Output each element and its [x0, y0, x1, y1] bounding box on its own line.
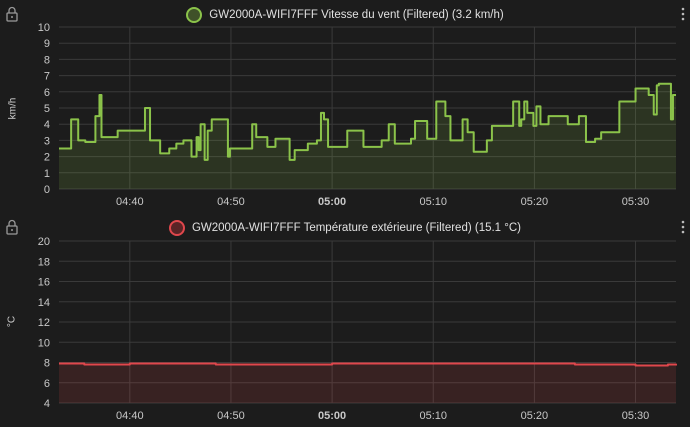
- x-tick-label: 05:10: [419, 196, 447, 208]
- x-tick-label: 05:30: [622, 410, 650, 422]
- x-tick-label: 05:00: [318, 410, 346, 422]
- lock-icon[interactable]: [5, 6, 19, 22]
- y-tick-label: 6: [44, 87, 50, 99]
- y-tick-label: 18: [38, 256, 50, 268]
- legend-label: GW2000A-WIFI7FFF Température extérieure …: [191, 222, 522, 234]
- series-line: [59, 362, 677, 367]
- series-area: [59, 363, 676, 403]
- more-menu-icon[interactable]: [680, 6, 686, 22]
- y-tick-label: 9: [44, 38, 50, 50]
- x-tick-label: 05:10: [419, 410, 447, 422]
- series-toggle-icon[interactable]: [186, 7, 203, 23]
- y-tick-label: 10: [38, 22, 50, 34]
- x-tick-label: 04:40: [116, 196, 144, 208]
- series-toggle-icon[interactable]: [168, 220, 185, 236]
- chart-legend[interactable]: GW2000A-WIFI7FFF Température extérieure …: [0, 219, 690, 237]
- y-tick-label: 5: [44, 103, 50, 115]
- y-tick-label: 8: [44, 358, 50, 370]
- x-tick-label: 05:00: [318, 196, 346, 208]
- lock-icon[interactable]: [5, 219, 19, 235]
- y-tick-label: 12: [38, 317, 50, 329]
- y-tick-label: 14: [38, 297, 50, 309]
- x-tick-label: 04:40: [116, 410, 144, 422]
- x-tick-label: 04:50: [217, 196, 245, 208]
- y-tick-label: 7: [44, 71, 50, 83]
- x-tick-label: 05:20: [521, 410, 549, 422]
- y-tick-label: 1: [44, 168, 50, 180]
- temperature-plot[interactable]: 4 6 8 10 12 14 16 18 20 04:40 04:50 05:00 05:10 05:20…: [0, 213, 690, 427]
- x-tick-label: 05:20: [521, 196, 549, 208]
- y-tick-label: 4: [44, 398, 50, 410]
- y-tick-label: 4: [44, 119, 50, 131]
- y-tick-label: 6: [44, 378, 50, 390]
- legend-label: GW2000A-WIFI7FFF Vitesse du vent (Filter…: [209, 9, 504, 21]
- y-tick-label: 3: [44, 135, 50, 147]
- wind-speed-plot[interactable]: 0 1 2 3 4 5 6 7 8 9 10 04:40 04:50 05:00 05:10 05:20 05:…: [0, 0, 690, 213]
- x-tick-label: 04:50: [217, 410, 245, 422]
- more-menu-icon[interactable]: [680, 219, 686, 235]
- y-tick-label: 8: [44, 54, 50, 66]
- series-line: [59, 82, 676, 161]
- x-tick-label: 05:30: [622, 196, 650, 208]
- chart-legend[interactable]: GW2000A-WIFI7FFF Vitesse du vent (Filter…: [0, 6, 690, 24]
- y-tick-label: 16: [38, 277, 50, 289]
- series-area: [59, 83, 676, 189]
- y-tick-label: 20: [38, 236, 50, 248]
- wind-speed-chart-panel: GW2000A-WIFI7FFF Vitesse du vent (Filter…: [0, 0, 690, 213]
- y-tick-label: 10: [38, 337, 50, 349]
- y-tick-label: 0: [44, 184, 50, 196]
- temperature-chart-panel: GW2000A-WIFI7FFF Température extérieure …: [0, 213, 690, 427]
- y-tick-label: 2: [44, 152, 50, 164]
